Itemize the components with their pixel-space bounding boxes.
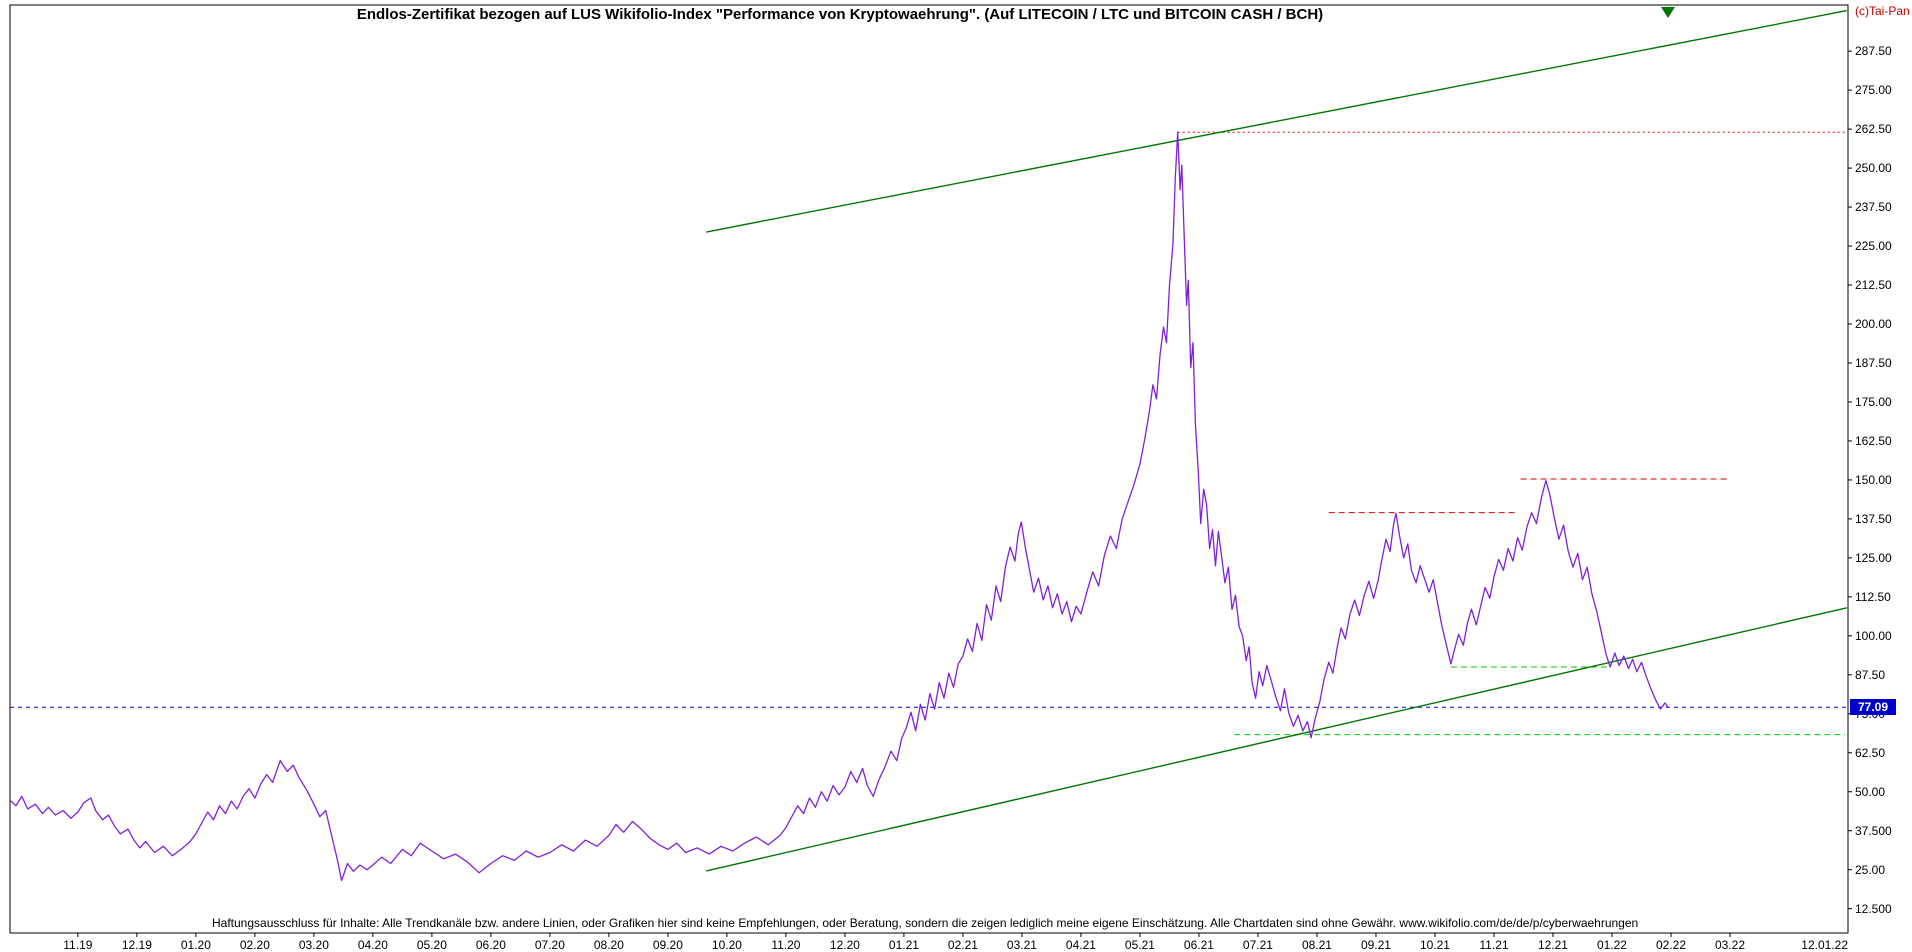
x-axis-label: 12.19 (121, 938, 152, 952)
plot-border (9, 4, 1849, 934)
y-axis-label: 250.00 (1855, 161, 1892, 176)
x-axis-label: 12.20 (829, 938, 860, 952)
x-axis-label: 06.21 (1183, 938, 1214, 952)
y-axis-label: 125.00 (1855, 550, 1892, 565)
y-axis-label: 212.50 (1855, 278, 1892, 293)
y-axis-label: 287.50 (1855, 44, 1892, 59)
y-axis-label: 175.00 (1855, 394, 1892, 409)
x-axis-label: 08.21 (1301, 938, 1332, 952)
y-axis-label: 137.50 (1855, 511, 1892, 526)
x-axis-label: 07.21 (1242, 938, 1273, 952)
x-axis-label: 08.20 (593, 938, 624, 952)
y-axis: 287.50 275.00 262.50 250.00 237.50 225.00 212.… (1855, 0, 1912, 952)
x-axis-label: 01.22 (1596, 938, 1627, 952)
y-axis-label: 25.00 (1855, 862, 1886, 877)
y-axis-label: 112.50 (1855, 589, 1891, 604)
y-axis-label: 262.50 (1855, 122, 1892, 137)
x-axis-label: 06.20 (475, 938, 506, 952)
x-axis-label: 05.21 (1124, 938, 1155, 952)
x-axis: 11.19 12.19 01.20 02.20 03.20 04.20 05.20 06.20… (0, 938, 1912, 952)
x-axis-label: 02.22 (1655, 938, 1686, 952)
chart-date-label: 12.01.22 (1801, 938, 1848, 952)
x-axis-label: 01.21 (888, 938, 919, 952)
y-axis-label: 150.00 (1855, 472, 1892, 487)
x-axis-label: 07.20 (534, 938, 565, 952)
disclaimer-text: Haftungsausschluss für Inhalte: Alle Tre… (212, 916, 1639, 930)
x-axis-label: 02.21 (947, 938, 978, 952)
x-axis-label: 09.21 (1360, 938, 1391, 952)
price-line (8, 131, 1669, 882)
x-axis-label: 02.20 (239, 938, 270, 952)
x-axis-label: 04.21 (1065, 938, 1096, 952)
y-axis-label: 62.50 (1855, 745, 1886, 760)
y-axis-label: 12.500 (1855, 901, 1892, 916)
y-axis-label: 87.50 (1855, 667, 1886, 682)
y-axis-label: 37.500 (1855, 823, 1892, 838)
x-axis-label: 03.22 (1714, 938, 1745, 952)
top-highlight-marker (1661, 7, 1675, 18)
x-axis-label: 12.21 (1537, 938, 1568, 952)
x-axis-label: 03.21 (1006, 938, 1037, 952)
y-axis-label: 200.00 (1855, 317, 1892, 331)
x-axis-label: 10.21 (1419, 938, 1450, 952)
last-price-tag: 77.09 (1850, 699, 1896, 716)
x-axis-label: 11.21 (1479, 938, 1509, 952)
chart-title: Endlos-Zertifikat bezogen auf LUS Wikifo… (356, 6, 1324, 23)
upper-channel-trendline (706, 9, 1847, 233)
x-axis-label: 01.20 (180, 938, 211, 952)
y-axis-label: 225.00 (1855, 239, 1892, 254)
lower-channel-trendline (706, 607, 1847, 872)
x-axis-label: 04.20 (357, 938, 388, 952)
y-axis-label: 237.50 (1855, 200, 1892, 215)
y-axis-label: 275.00 (1855, 83, 1892, 98)
y-axis-label: 100.00 (1855, 628, 1892, 643)
x-axis-label: 11.19 (63, 938, 93, 952)
copyright-label: (c)Tai-Pan (1855, 4, 1910, 18)
x-axis-label: 05.20 (416, 938, 447, 952)
x-axis-label: 03.20 (298, 938, 329, 952)
y-axis-label: 162.50 (1855, 433, 1892, 448)
y-axis-label: 50.00 (1855, 784, 1886, 799)
x-axis-label: 09.20 (652, 938, 683, 952)
y-axis-label: 187.50 (1855, 355, 1892, 370)
x-axis-label: 11.20 (771, 938, 801, 952)
x-axis-label: 10.20 (711, 938, 742, 952)
